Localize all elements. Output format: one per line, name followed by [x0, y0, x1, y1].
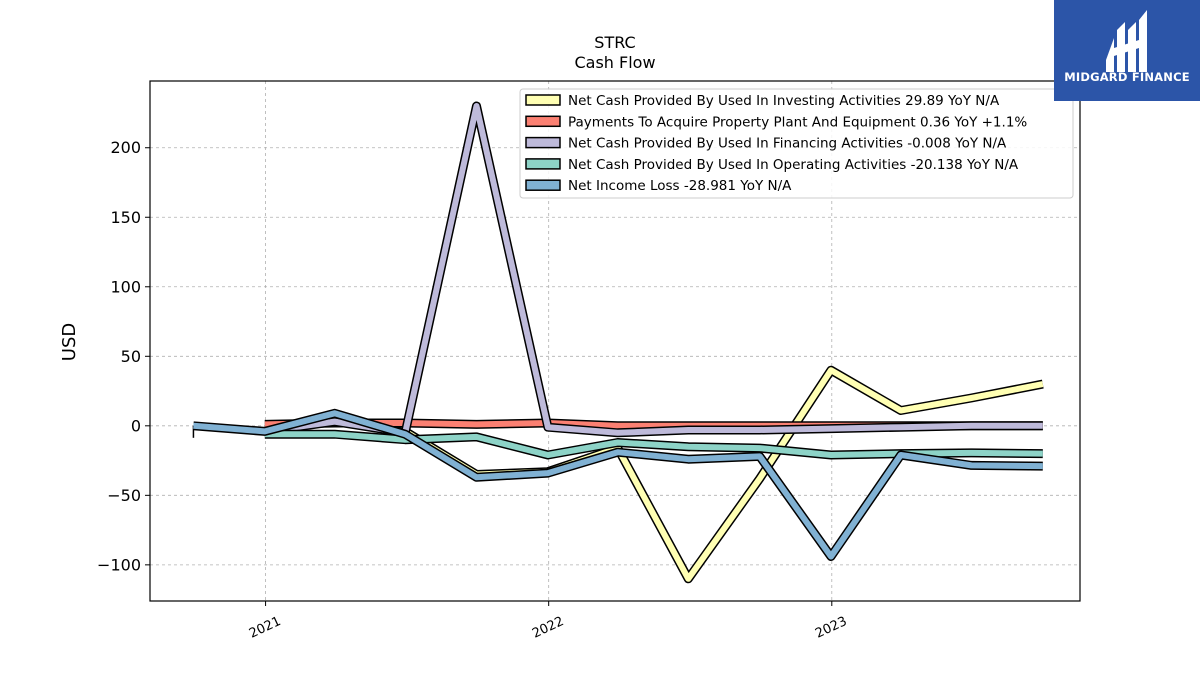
y-tick-label: 150 [110, 208, 141, 227]
y-tick-label: 50 [121, 347, 141, 366]
x-axis-ticks: 2021 2022 2023 [247, 601, 849, 642]
legend-entry: Net Cash Provided By Used In Operating A… [568, 157, 1019, 173]
legend-entry: Net Income Loss -28.981 YoY N/A [568, 178, 792, 194]
logo-wordmark: MIDGARD FINANCE [1064, 70, 1190, 84]
plot-frame [149, 80, 1081, 602]
series-line [193, 410, 1043, 560]
legend-entry: Payments To Acquire Property Plant And E… [568, 114, 1027, 130]
legend-swatch [525, 94, 561, 106]
x-tick-label: 2022 [530, 614, 566, 642]
y-axis-ticks: −100 −50 0 50 100 150 200 [97, 138, 150, 574]
chart-subtitle: Cash Flow [574, 53, 655, 72]
legend-box [519, 88, 1074, 199]
y-tick-label: −50 [107, 486, 141, 505]
series-lines [192, 101, 1044, 584]
legend-entry: Net Cash Provided By Used In Investing A… [568, 93, 1000, 109]
x-tick-label: 2023 [813, 614, 849, 642]
chart-title: STRC [594, 33, 635, 52]
legend-swatch [525, 136, 561, 149]
midgard-finance-logo: MIDGARD FINANCE [1054, 0, 1200, 101]
y-tick-label: −100 [97, 555, 141, 574]
legend-swatch [525, 115, 561, 128]
logo-mark-icon [1106, 10, 1147, 72]
legend-entry: Net Cash Provided By Used In Financing A… [568, 136, 1007, 152]
legend-swatch [525, 179, 561, 191]
legend: Net Cash Provided By Used In Investing A… [519, 88, 1074, 199]
y-axis-label: USD [59, 323, 80, 361]
series-outline [263, 365, 1044, 584]
y-tick-label: 200 [110, 138, 141, 157]
x-tick-label: 2021 [247, 614, 283, 642]
y-tick-label: 0 [131, 416, 141, 435]
y-tick-label: 100 [110, 277, 141, 296]
legend-swatch [525, 158, 561, 170]
